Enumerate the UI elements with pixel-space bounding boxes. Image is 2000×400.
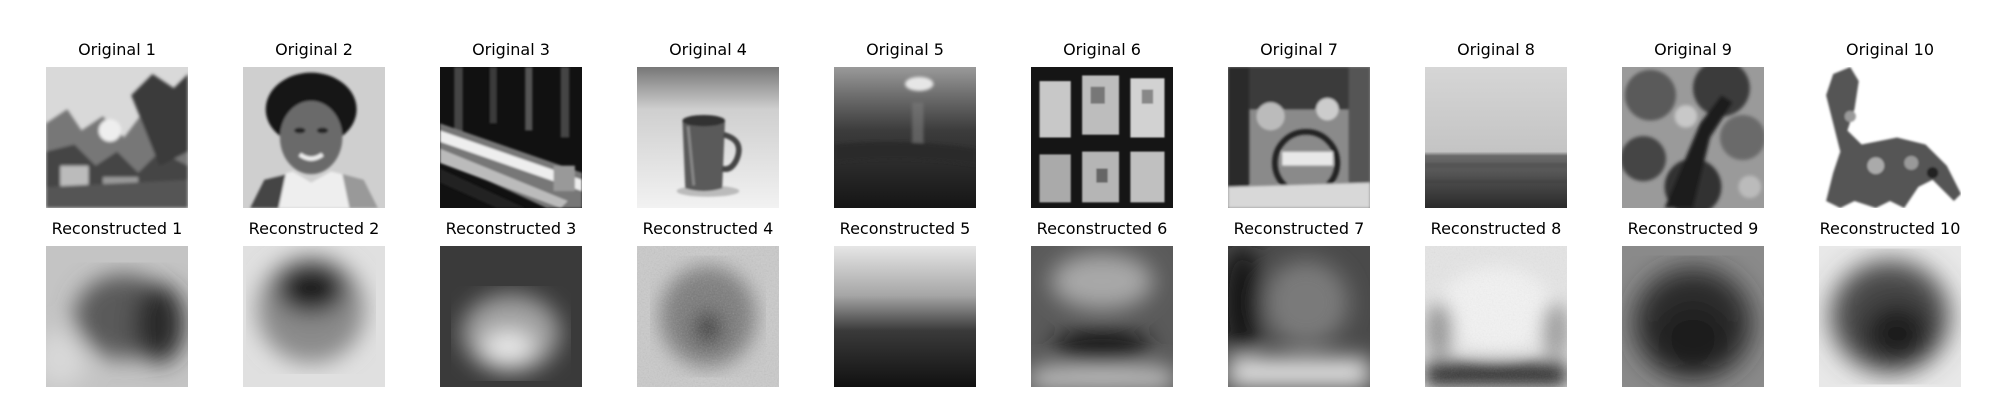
reconstructed-image-7 — [1228, 246, 1370, 387]
original-image-4 — [637, 67, 779, 208]
reconstructed-title-8: Reconstructed 8 — [1430, 219, 1562, 238]
reconstructed-title-3: Reconstructed 3 — [445, 219, 577, 238]
original-title-10: Original 10 — [1845, 40, 1935, 59]
reconstructed-image-4 — [637, 246, 779, 387]
reconstructed-title-5: Reconstructed 5 — [839, 219, 971, 238]
reconstructed-image-9 — [1622, 246, 1764, 387]
original-image-9 — [1622, 67, 1764, 208]
reconstructed-image-10 — [1819, 246, 1961, 387]
reconstructed-title-9: Reconstructed 9 — [1627, 219, 1759, 238]
reconstructed-title-4: Reconstructed 4 — [642, 219, 774, 238]
reconstructed-title-6: Reconstructed 6 — [1036, 219, 1168, 238]
reconstructed-image-8 — [1425, 246, 1567, 387]
reconstructed-image-1 — [46, 246, 188, 387]
reconstructed-title-10: Reconstructed 10 — [1819, 219, 1961, 238]
reconstructed-title-7: Reconstructed 7 — [1233, 219, 1365, 238]
original-image-3 — [440, 67, 582, 208]
reconstructed-title-1: Reconstructed 1 — [51, 219, 183, 238]
original-title-1: Original 1 — [78, 40, 156, 59]
original-image-1 — [46, 67, 188, 208]
original-title-2: Original 2 — [275, 40, 353, 59]
original-title-4: Original 4 — [669, 40, 747, 59]
reconstructed-title-2: Reconstructed 2 — [248, 219, 380, 238]
original-image-5 — [834, 67, 976, 208]
original-title-9: Original 9 — [1654, 40, 1732, 59]
original-image-8 — [1425, 67, 1567, 208]
original-image-2 — [243, 67, 385, 208]
original-title-7: Original 7 — [1260, 40, 1338, 59]
original-image-6 — [1031, 67, 1173, 208]
original-title-3: Original 3 — [472, 40, 550, 59]
original-image-7 — [1228, 67, 1370, 208]
reconstructed-image-5 — [834, 246, 976, 387]
reconstructed-image-2 — [243, 246, 385, 387]
original-image-10 — [1819, 67, 1961, 208]
reconstructed-image-6 — [1031, 246, 1173, 387]
original-title-8: Original 8 — [1457, 40, 1535, 59]
reconstructed-image-3 — [440, 246, 582, 387]
original-title-6: Original 6 — [1063, 40, 1141, 59]
original-title-5: Original 5 — [866, 40, 944, 59]
